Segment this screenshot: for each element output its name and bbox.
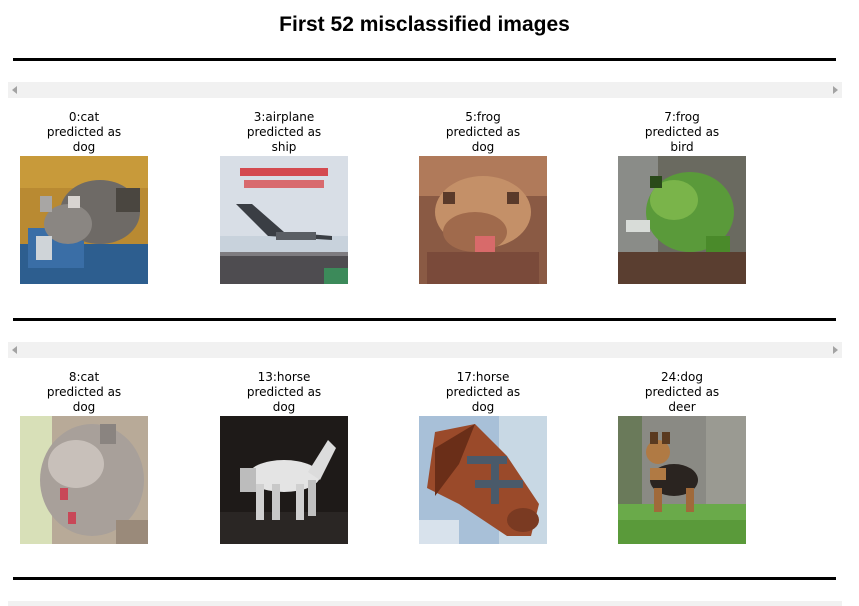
image-caption: 3:airplane predicted as ship xyxy=(220,110,348,155)
predicted-label: dog xyxy=(471,140,495,154)
cat-photo xyxy=(20,416,148,544)
misclassified-item: 0:cat predicted as dog xyxy=(20,110,150,284)
predicted-as-text: predicted as xyxy=(246,125,322,139)
predicted-label: dog xyxy=(72,140,96,154)
dog-photo xyxy=(618,416,746,544)
misclassified-item: 8:cat predicted as dog xyxy=(20,370,150,544)
predicted-label: bird xyxy=(670,140,694,154)
true-label: 7:frog xyxy=(664,110,700,124)
divider xyxy=(13,58,836,61)
predicted-label: dog xyxy=(471,400,495,414)
image-row: 8:cat predicted as dog 13:horse predicte… xyxy=(0,370,859,550)
cat-photo xyxy=(20,156,148,284)
predicted-as-text: predicted as xyxy=(445,385,521,399)
predicted-as-text: predicted as xyxy=(46,125,122,139)
true-label: 17:horse xyxy=(456,370,510,384)
frog-photo xyxy=(419,156,547,284)
predicted-as-text: predicted as xyxy=(246,385,322,399)
horizontal-scrollbar[interactable] xyxy=(8,342,842,358)
horizontal-scrollbar[interactable] xyxy=(8,601,842,606)
scroll-right-arrow-icon[interactable] xyxy=(833,86,838,94)
divider xyxy=(13,318,836,321)
predicted-as-text: predicted as xyxy=(445,125,521,139)
misclassified-item: 3:airplane predicted as ship xyxy=(220,110,350,284)
scroll-right-arrow-icon[interactable] xyxy=(833,346,838,354)
predicted-as-text: predicted as xyxy=(46,385,122,399)
true-label: 13:horse xyxy=(257,370,311,384)
image-caption: 8:cat predicted as dog xyxy=(20,370,148,415)
image-row: 0:cat predicted as dog 3:airplane predi xyxy=(0,110,859,290)
horse-photo xyxy=(220,416,348,544)
horse-photo xyxy=(419,416,547,544)
true-label: 24:dog xyxy=(661,370,703,384)
image-caption: 5:frog predicted as dog xyxy=(419,110,547,155)
true-label: 5:frog xyxy=(465,110,501,124)
predicted-label: dog xyxy=(272,400,296,414)
page-title: First 52 misclassified images xyxy=(279,13,570,36)
divider xyxy=(13,577,836,580)
airplane-photo xyxy=(220,156,348,284)
image-caption: 17:horse predicted as dog xyxy=(419,370,547,415)
true-label: 0:cat xyxy=(68,110,100,124)
predicted-label: deer xyxy=(668,400,696,414)
predicted-as-text: predicted as xyxy=(644,125,720,139)
true-label: 8:cat xyxy=(68,370,100,384)
predicted-as-text: predicted as xyxy=(644,385,720,399)
misclassified-item: 5:frog predicted as dog xyxy=(419,110,549,284)
image-caption: 7:frog predicted as bird xyxy=(618,110,746,155)
predicted-label: dog xyxy=(72,400,96,414)
horizontal-scrollbar[interactable] xyxy=(8,82,842,98)
predicted-label: ship xyxy=(271,140,297,154)
misclassified-item: 7:frog predicted as bird xyxy=(618,110,748,284)
image-caption: 13:horse predicted as dog xyxy=(220,370,348,415)
scroll-left-arrow-icon[interactable] xyxy=(12,346,17,354)
misclassified-item: 17:horse predicted as dog xyxy=(419,370,549,544)
frog-photo xyxy=(618,156,746,284)
image-caption: 24:dog predicted as deer xyxy=(618,370,746,415)
true-label: 3:airplane xyxy=(253,110,315,124)
image-caption: 0:cat predicted as dog xyxy=(20,110,148,155)
scroll-left-arrow-icon[interactable] xyxy=(12,86,17,94)
misclassified-item: 13:horse predicted as dog xyxy=(220,370,350,544)
misclassified-item: 24:dog predicted as deer xyxy=(618,370,748,544)
